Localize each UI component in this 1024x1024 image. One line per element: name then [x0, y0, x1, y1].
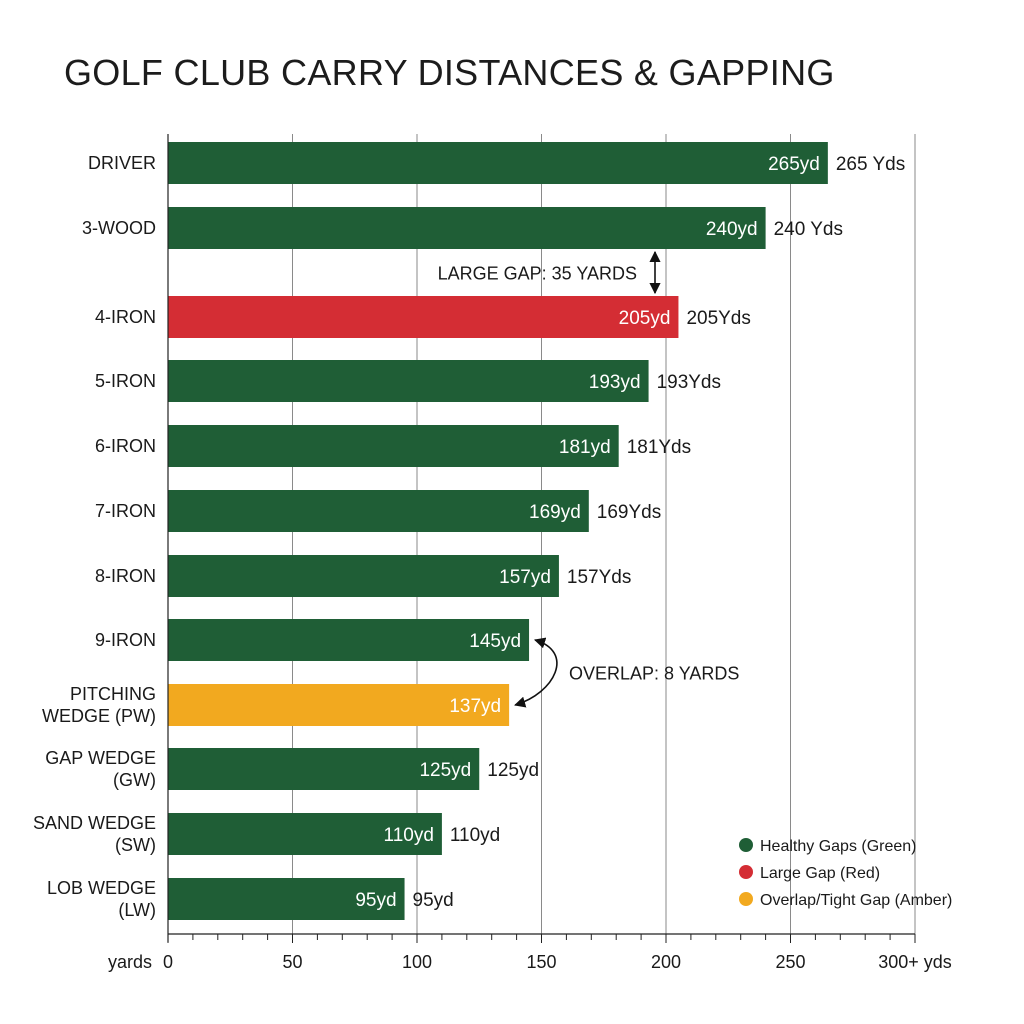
legend-swatch	[739, 865, 753, 879]
bar	[168, 748, 480, 790]
bar-inner-label: 110yd	[384, 825, 434, 846]
bar-outer-label: 110yd	[450, 825, 500, 846]
bar-inner-label: 205yd	[619, 308, 671, 329]
legend-label: Large Gap (Red)	[760, 865, 880, 882]
bar-inner-label: 265yd	[768, 154, 820, 175]
category-label: DRIVER	[88, 153, 156, 173]
bar	[168, 490, 589, 532]
overlap-annotation-label: OVERLAP: 8 YARDS	[569, 664, 739, 684]
x-tick-label: 200	[651, 952, 681, 972]
bar-outer-label: 169Yds	[597, 502, 661, 523]
category-label: PITCHING	[70, 684, 156, 704]
bar	[168, 360, 649, 402]
category-label: (LW)	[118, 900, 156, 920]
category-label: 3-WOOD	[82, 218, 156, 238]
bar-outer-label: 265 Yds	[836, 154, 905, 175]
category-label: LOB WEDGE	[47, 878, 156, 898]
bar	[168, 555, 559, 597]
category-label: GAP WEDGE	[45, 748, 156, 768]
bar-outer-label: 95yd	[413, 890, 454, 911]
bar	[168, 296, 679, 338]
category-label: 5-IRON	[95, 371, 156, 391]
bar-inner-label: 157yd	[499, 567, 551, 588]
bar	[168, 425, 619, 467]
category-label: WEDGE (PW)	[42, 706, 156, 726]
bar	[168, 684, 510, 726]
category-label: 7-IRON	[95, 501, 156, 521]
category-label: 6-IRON	[95, 436, 156, 456]
category-label: 8-IRON	[95, 566, 156, 586]
bar-inner-label: 95yd	[355, 890, 396, 911]
bar-inner-label: 169yd	[529, 502, 581, 523]
bar-inner-label: 193yd	[589, 372, 641, 393]
x-tick-label: 50	[282, 952, 302, 972]
gap-annotation-label: LARGE GAP: 35 YARDS	[438, 264, 637, 284]
x-tick-label: 150	[526, 952, 556, 972]
x-tick-label: 300+ yds	[878, 952, 952, 972]
bar-outer-label: 193Yds	[657, 372, 721, 393]
category-label: (SW)	[115, 835, 156, 855]
category-label: 9-IRON	[95, 630, 156, 650]
bar	[168, 878, 405, 920]
legend-label: Healthy Gaps (Green)	[760, 838, 917, 855]
bar	[168, 619, 530, 661]
bar-outer-label: 205Yds	[686, 308, 750, 329]
bar-inner-label: 145yd	[469, 631, 521, 652]
bar-inner-label: 137yd	[449, 696, 501, 717]
legend-label: Overlap/Tight Gap (Amber)	[760, 892, 952, 909]
x-axis-label: yards	[108, 952, 152, 972]
bar-outer-label: 181Yds	[627, 437, 691, 458]
bar	[168, 813, 442, 855]
category-label: 4-IRON	[95, 307, 156, 327]
x-tick-label: 100	[402, 952, 432, 972]
bar	[168, 207, 766, 249]
bar-inner-label: 125yd	[419, 760, 471, 781]
x-tick-label: 250	[775, 952, 805, 972]
bar-inner-label: 181yd	[559, 437, 611, 458]
bar-outer-label: 125yd	[487, 760, 539, 781]
x-tick-label: 0	[163, 952, 173, 972]
category-label: SAND WEDGE	[33, 813, 156, 833]
category-label: (GW)	[113, 770, 156, 790]
bar-inner-label: 240yd	[706, 219, 758, 240]
legend-swatch	[739, 892, 753, 906]
bar	[168, 142, 828, 184]
overlap-arrow	[514, 637, 558, 708]
bar-outer-label: 240 Yds	[774, 219, 843, 240]
legend-swatch	[739, 838, 753, 852]
bar-outer-label: 157Yds	[567, 567, 631, 588]
chart-title: GOLF CLUB CARRY DISTANCES & GAPPING	[64, 52, 835, 93]
